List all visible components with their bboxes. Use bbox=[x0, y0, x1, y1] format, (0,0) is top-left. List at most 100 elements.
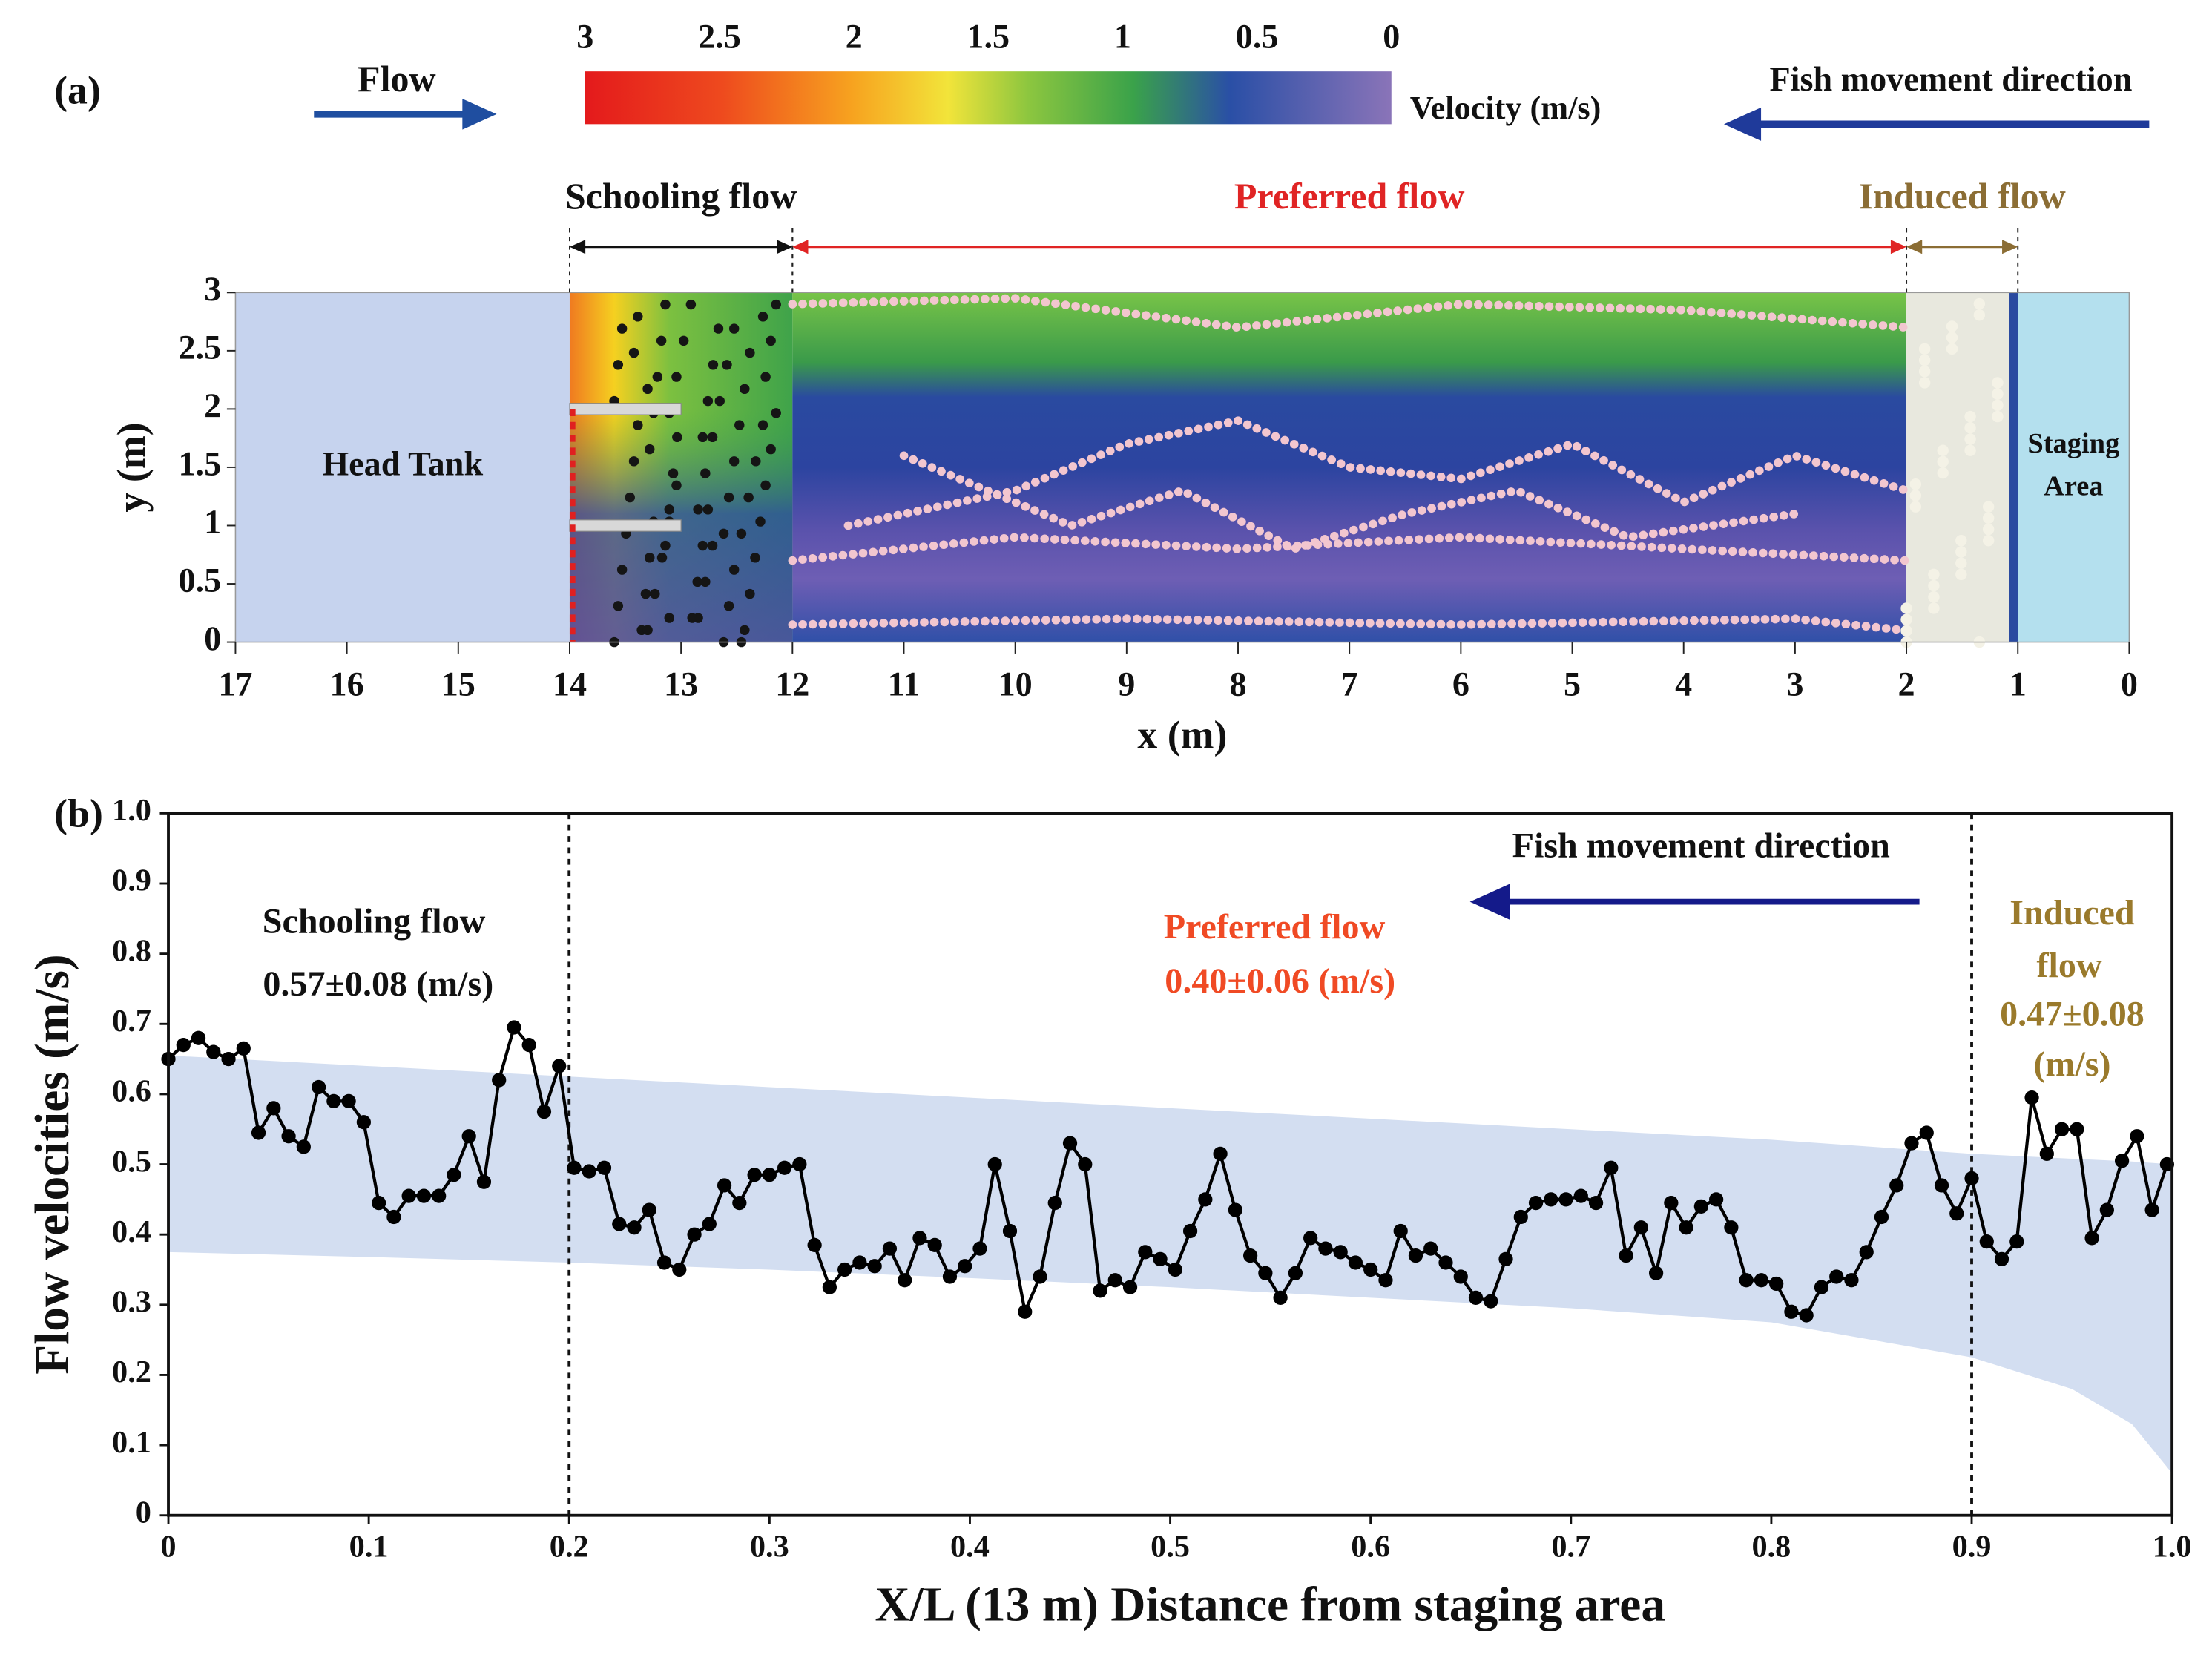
fish-dot bbox=[1964, 410, 1976, 423]
x-tick-label: 0.2 bbox=[550, 1530, 589, 1565]
data-point bbox=[642, 1202, 656, 1217]
data-point bbox=[372, 1195, 386, 1211]
data-point bbox=[1573, 1188, 1588, 1203]
fish-track bbox=[788, 294, 1911, 332]
fish-dot bbox=[692, 576, 702, 588]
fish-dot bbox=[656, 553, 668, 563]
annotation: Flow bbox=[358, 58, 436, 99]
data-point bbox=[326, 1093, 341, 1108]
data-point bbox=[191, 1030, 206, 1045]
data-point bbox=[1994, 1251, 2009, 1266]
data-point bbox=[1378, 1273, 1393, 1288]
data-point bbox=[1182, 1223, 1198, 1239]
fish-dot bbox=[751, 456, 761, 467]
x-tick-label: 0 bbox=[160, 1530, 176, 1565]
fish-dot bbox=[645, 553, 655, 563]
data-point bbox=[1122, 1280, 1138, 1294]
x-tick-label: 0.3 bbox=[750, 1530, 789, 1565]
y-tick-label: 2.5 bbox=[178, 328, 221, 366]
fish-dot bbox=[633, 420, 643, 430]
fish-dot bbox=[1928, 568, 1940, 581]
data-point bbox=[1544, 1192, 1558, 1207]
data-point bbox=[1588, 1195, 1604, 1211]
data-point bbox=[236, 1041, 251, 1056]
data-point bbox=[732, 1195, 747, 1211]
data-point bbox=[1754, 1273, 1769, 1288]
data-point bbox=[1619, 1248, 1633, 1263]
colorbar bbox=[585, 71, 1392, 125]
fish-dot bbox=[1992, 388, 2004, 400]
fish-dot bbox=[702, 504, 714, 515]
x-tick-label: 0.5 bbox=[1151, 1530, 1190, 1565]
data-point bbox=[2130, 1129, 2144, 1144]
data-point bbox=[656, 1255, 672, 1270]
fish-dot bbox=[668, 468, 679, 478]
arrow-head bbox=[1890, 240, 1907, 254]
x-tick-label: 6 bbox=[1452, 665, 1469, 703]
data-point bbox=[1664, 1195, 1679, 1211]
zone-label: Preferred flow bbox=[1234, 175, 1465, 217]
velocity-field bbox=[2009, 292, 2018, 642]
y-axis-label: Flow velocities (m/s) bbox=[26, 954, 79, 1375]
fish-dot bbox=[693, 504, 703, 515]
fish-dot bbox=[1982, 535, 1995, 547]
data-point bbox=[1093, 1283, 1107, 1298]
region bbox=[235, 292, 570, 642]
fish-dot bbox=[1982, 523, 1995, 536]
data-point bbox=[1484, 1294, 1498, 1309]
annotation: (m/s) bbox=[2033, 1044, 2110, 1084]
fish-dot bbox=[1900, 613, 1912, 625]
y-tick-label: 3 bbox=[204, 270, 221, 308]
fish-dot bbox=[650, 588, 660, 599]
y-tick-label: 0.4 bbox=[112, 1214, 151, 1249]
data-point bbox=[1844, 1273, 1859, 1288]
data-point bbox=[1333, 1245, 1348, 1260]
fish-dot bbox=[616, 323, 628, 334]
data-point bbox=[296, 1139, 311, 1154]
data-point bbox=[852, 1255, 867, 1270]
colorbar-tick-label: 3 bbox=[576, 17, 593, 55]
data-point bbox=[1363, 1262, 1378, 1277]
fish-dot bbox=[628, 347, 639, 358]
data-point bbox=[1288, 1266, 1303, 1280]
zone-label: Induced flow bbox=[1859, 175, 2066, 217]
fish-dot bbox=[1982, 501, 1995, 513]
fish-dot bbox=[702, 395, 714, 407]
data-point bbox=[2084, 1231, 2099, 1246]
data-point bbox=[1228, 1202, 1242, 1217]
data-point bbox=[762, 1168, 777, 1182]
data-point bbox=[476, 1174, 492, 1189]
fish-dot bbox=[1900, 602, 1912, 614]
fish-dot bbox=[685, 299, 697, 310]
data-point bbox=[1107, 1273, 1122, 1288]
fish-dot bbox=[1955, 535, 1967, 547]
data-point bbox=[552, 1059, 567, 1073]
fish-dot bbox=[728, 565, 740, 575]
annotation: Preferred flow bbox=[1164, 907, 1386, 947]
fish-dot bbox=[1992, 399, 2004, 412]
annotation: 0.47±0.08 bbox=[2000, 994, 2144, 1033]
fish-dot bbox=[745, 588, 755, 599]
y-tick-label: 0.1 bbox=[112, 1425, 151, 1460]
fish-dot bbox=[1937, 467, 1949, 479]
data-point bbox=[1303, 1231, 1318, 1246]
fish-dot bbox=[771, 299, 781, 310]
x-tick-label: 14 bbox=[553, 665, 587, 703]
x-tick-label: 9 bbox=[1118, 665, 1135, 703]
colorbar-tick-label: 1 bbox=[1114, 17, 1131, 55]
fish-dot bbox=[628, 456, 639, 467]
fish-dot bbox=[707, 540, 718, 551]
data-point bbox=[1558, 1192, 1573, 1207]
data-point bbox=[1198, 1192, 1213, 1207]
fish-dot bbox=[1918, 343, 1931, 355]
data-point bbox=[1348, 1255, 1363, 1270]
x-tick-label: 3 bbox=[1786, 665, 1803, 703]
fish-dot bbox=[743, 492, 754, 503]
x-tick-label: 4 bbox=[1675, 665, 1692, 703]
annotation: flow bbox=[2037, 946, 2102, 985]
arrow-head bbox=[569, 240, 586, 254]
data-point bbox=[176, 1038, 191, 1053]
fish-dot bbox=[734, 420, 745, 430]
fish-dot bbox=[760, 372, 771, 382]
fish-dot bbox=[652, 372, 663, 382]
